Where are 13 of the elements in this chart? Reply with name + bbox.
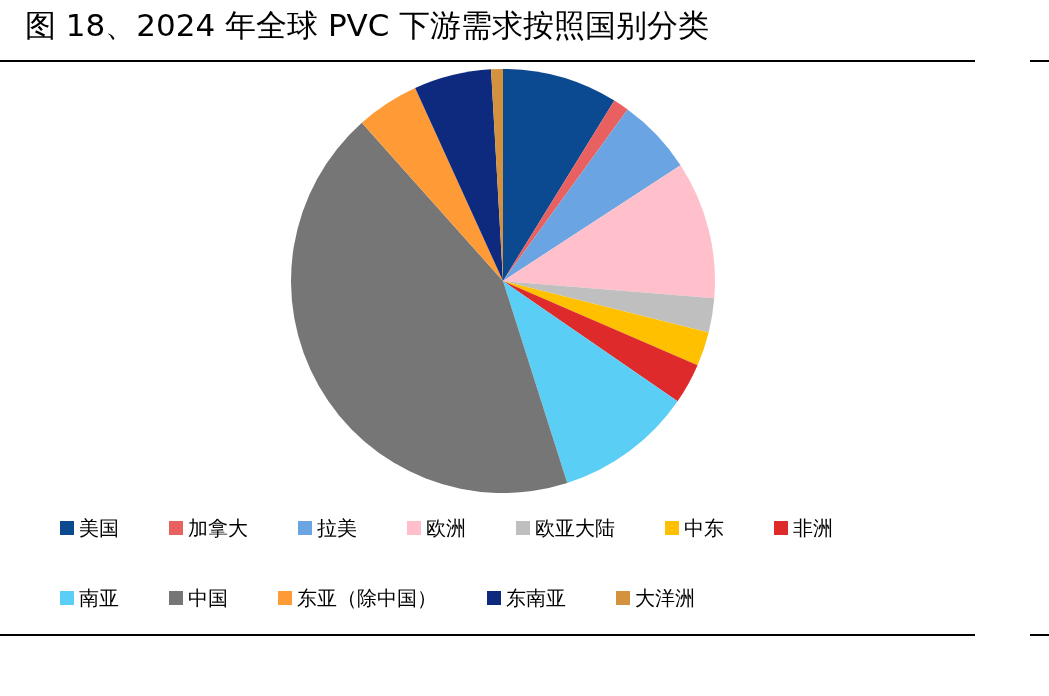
legend-label: 美国 [79,516,119,540]
legend-label: 欧洲 [426,516,466,540]
legend-label: 欧亚大陆 [535,516,615,540]
legend-label: 南亚 [79,586,119,610]
chart-title: 图 18、2024 年全球 PVC 下游需求按照国别分类 [25,6,710,43]
legend-label: 非洲 [793,516,833,540]
legend-label: 中国 [188,586,228,610]
legend-label: 中东 [684,516,724,540]
legend-label: 东亚（除中国） [297,586,437,610]
legend-label: 大洋洲 [635,586,695,610]
legend-label: 加拿大 [188,516,248,540]
legend-label: 拉美 [317,516,357,540]
legend-label: 东南亚 [506,586,566,610]
